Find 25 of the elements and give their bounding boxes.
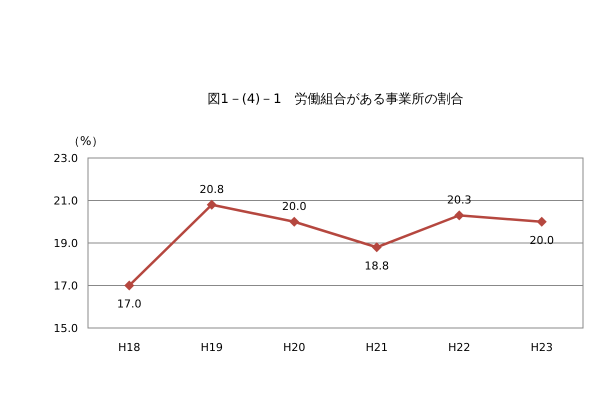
data-label: 20.8 [200,182,224,196]
chart-title: 図1－(4)－1 労働組合がある事業所の割合 [208,92,464,107]
data-label: 18.8 [364,259,389,272]
x-tick-label: H19 [200,341,223,354]
point [124,280,134,290]
data-label: 17.0 [117,298,142,310]
data-label: 20.0 [530,234,554,247]
y-tick-label: 17.0 [54,280,78,292]
y-tick-label: 21.0 [54,194,78,208]
y-axis-title: （%） [68,134,104,148]
data-label: 20.3 [447,193,472,206]
x-tick-label: H22 [448,341,470,354]
data-label: 20.0 [282,200,306,213]
x-tick-label: H21 [366,341,388,354]
point [454,210,464,220]
x-tick-label: H18 [118,341,140,354]
point [206,200,217,210]
y-tick-label: 19.0 [54,237,78,250]
point [536,216,547,227]
y-tick-label: 23.0 [54,152,78,165]
point [372,242,382,252]
point [289,216,300,227]
x-tick-label: H23 [530,341,553,354]
x-tick-label: H20 [283,341,306,354]
y-tick-label: 15.0 [54,322,78,335]
